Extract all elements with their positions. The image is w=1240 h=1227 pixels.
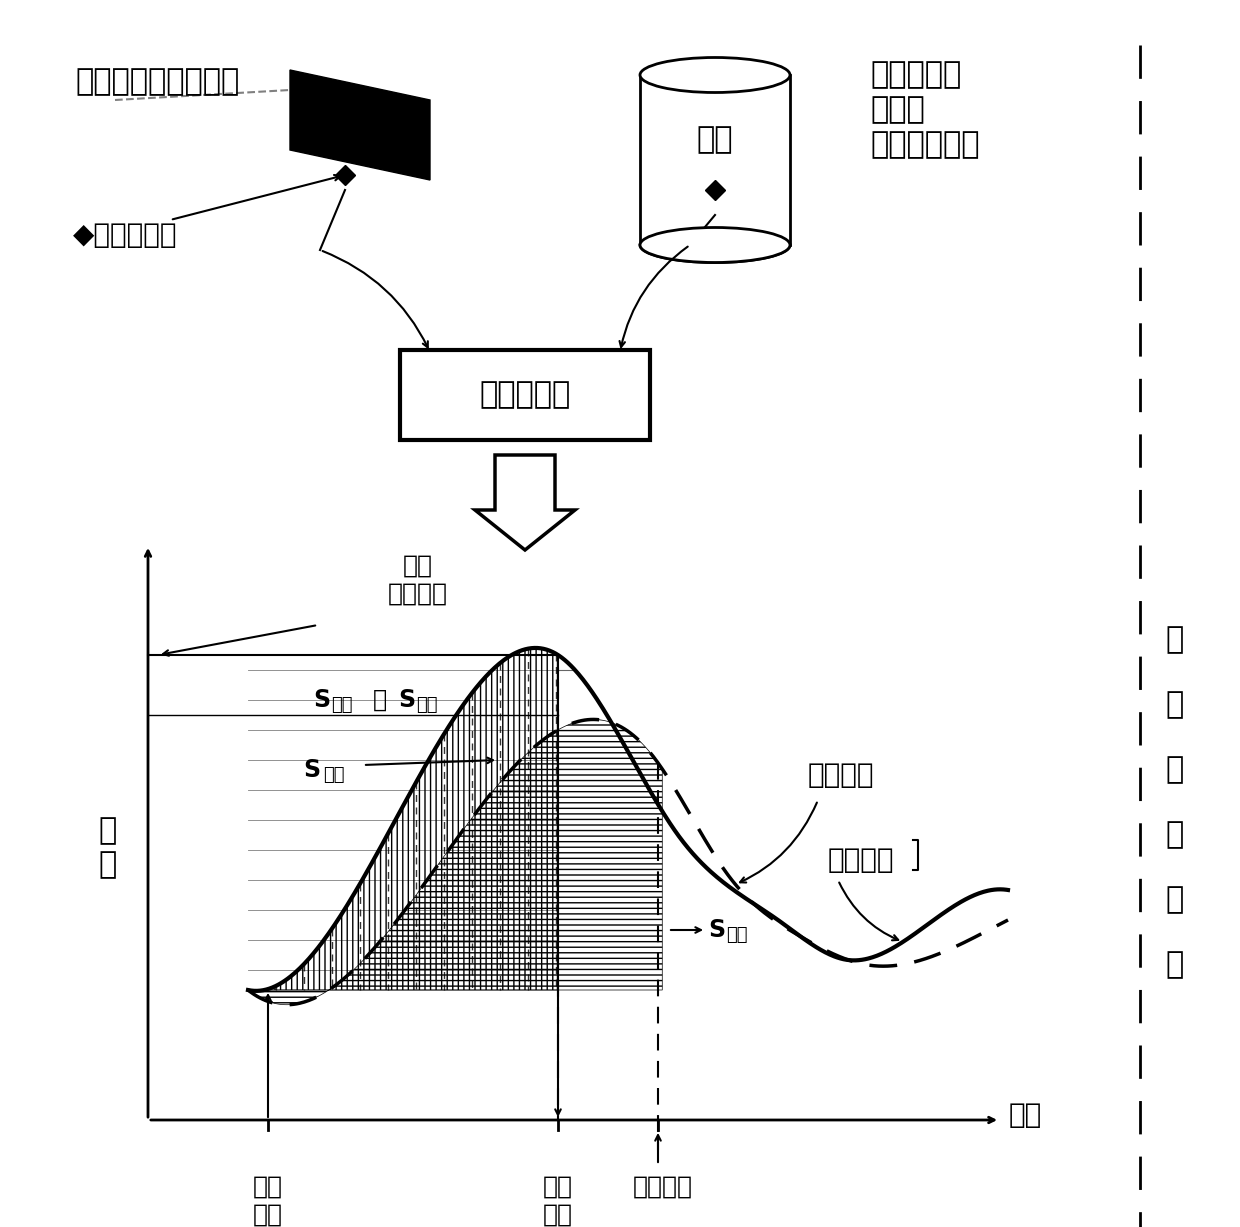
Text: 试件: 试件: [725, 926, 748, 944]
Text: 时间: 时间: [1008, 1101, 1042, 1129]
Text: 路面
终凝温度: 路面 终凝温度: [388, 555, 448, 606]
Text: 试件终凝: 试件终凝: [632, 1175, 693, 1199]
Text: 凝结时间试验: 凝结时间试验: [870, 130, 980, 160]
Text: 件: 件: [1166, 691, 1184, 719]
Text: 终: 终: [1166, 756, 1184, 784]
Text: 连续配筋混凝土路面: 连续配筋混凝土路面: [74, 67, 239, 97]
Polygon shape: [475, 455, 575, 550]
Text: 路面
推铺: 路面 推铺: [253, 1175, 283, 1227]
Text: 试件: 试件: [415, 696, 438, 714]
Text: $\mathbf{S}$: $\mathbf{S}$: [312, 688, 330, 712]
Text: 温度采集仪: 温度采集仪: [480, 380, 570, 410]
Text: 试件温度: 试件温度: [808, 761, 874, 789]
Text: 试: 试: [1166, 626, 1184, 654]
Text: 水泥混凝土: 水泥混凝土: [870, 60, 961, 90]
Text: 凝: 凝: [1166, 821, 1184, 849]
Text: 拌合物: 拌合物: [870, 96, 925, 124]
Text: 试件: 试件: [697, 125, 733, 155]
Ellipse shape: [640, 227, 790, 263]
Text: $\mathbf{S}$: $\mathbf{S}$: [303, 758, 320, 782]
Text: 路面: 路面: [331, 696, 352, 714]
Polygon shape: [290, 70, 430, 180]
FancyBboxPatch shape: [640, 75, 790, 245]
Ellipse shape: [640, 58, 790, 92]
FancyBboxPatch shape: [401, 350, 650, 440]
Text: 路面温度: 路面温度: [828, 845, 894, 874]
Text: ＝: ＝: [373, 688, 387, 712]
Text: 温
度: 温 度: [99, 816, 117, 879]
Text: ◆温度传感器: ◆温度传感器: [73, 221, 177, 249]
Text: $\mathbf{S}$: $\mathbf{S}$: [398, 688, 415, 712]
Text: 间: 间: [1166, 951, 1184, 979]
Text: 时: 时: [1166, 886, 1184, 914]
Text: 路面
终凝: 路面 终凝: [543, 1175, 573, 1227]
Text: $\mathbf{S}$: $\mathbf{S}$: [708, 918, 725, 942]
Text: 路面: 路面: [322, 766, 345, 784]
